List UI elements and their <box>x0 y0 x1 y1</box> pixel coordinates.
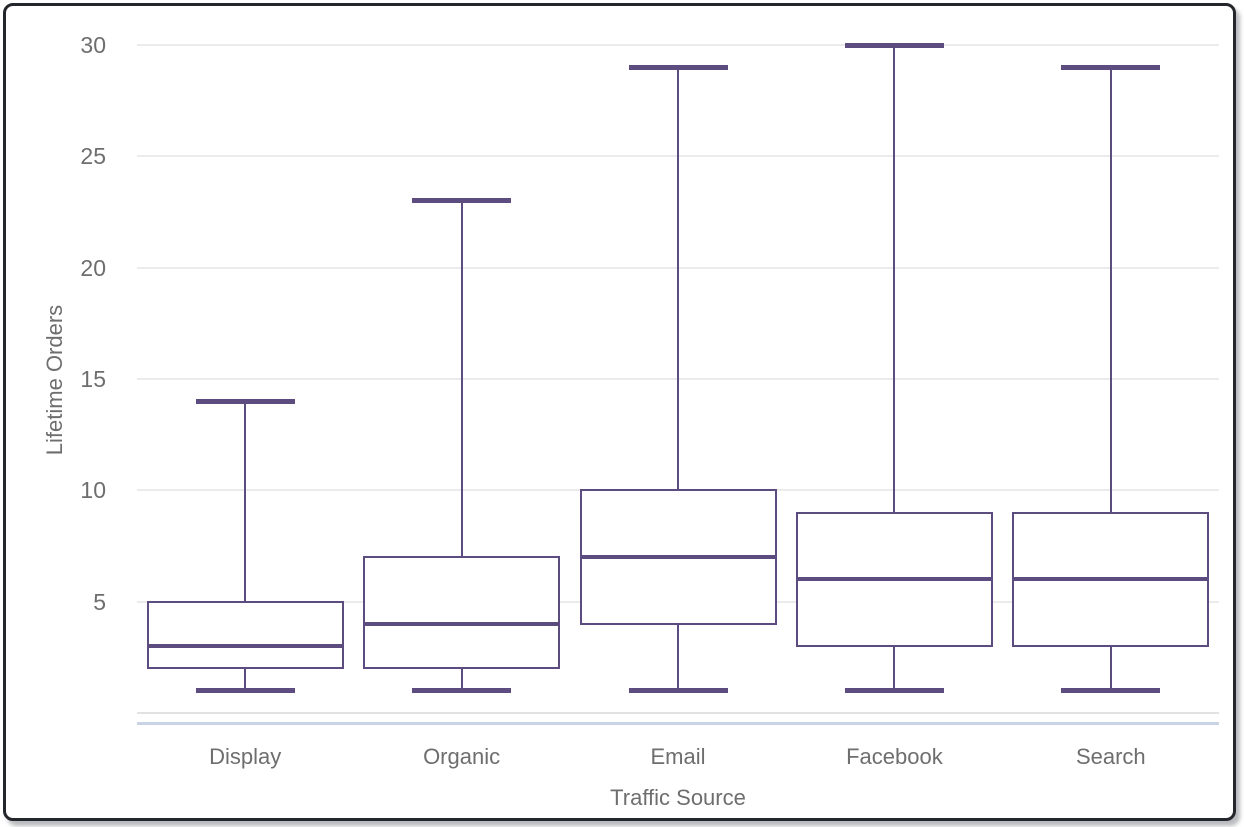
whisker-min-cap <box>412 688 512 694</box>
whisker-upper-line <box>244 401 247 604</box>
x-tick-label-search: Search <box>1075 744 1146 769</box>
whisker-lower-line <box>893 644 896 691</box>
median-line <box>795 577 993 582</box>
whisker-min-cap <box>844 688 944 694</box>
gridline-y-30 <box>137 44 1219 47</box>
y-axis-title: Lifetime Orders <box>42 304 67 456</box>
x-tick-label-email: Email <box>650 744 706 769</box>
whisker-lower-line <box>1109 644 1112 691</box>
x-axis-baseline <box>137 712 1219 714</box>
median-line <box>1012 577 1210 582</box>
whisker-upper-line <box>893 45 896 515</box>
boxplot-chart: 5 10 15 20 25 30 Display Organic Email Facebook S… <box>6 6 1233 818</box>
y-tick-label: 20 <box>80 254 106 281</box>
median-line <box>146 644 344 649</box>
y-tick-label: 25 <box>80 143 106 170</box>
whisker-min-cap <box>195 688 295 694</box>
whisker-upper-line <box>1109 67 1112 515</box>
whisker-max-cap <box>844 42 944 48</box>
whisker-max-cap <box>195 398 295 404</box>
whisker-lower-line <box>677 621 679 691</box>
whisker-min-cap <box>628 688 728 694</box>
whisker-max-cap <box>412 198 512 204</box>
whisker-lower-line <box>460 666 463 691</box>
x-tick-label-organic: Organic <box>423 744 501 769</box>
whisker-upper-line <box>677 67 679 493</box>
iqr-box <box>363 556 561 670</box>
x-tick-label-display: Display <box>209 744 282 769</box>
whisker-lower-line <box>244 666 247 691</box>
y-tick-label: 5 <box>93 588 106 615</box>
y-tick-label: 15 <box>80 366 106 392</box>
whisker-min-cap <box>1061 688 1161 694</box>
median-line <box>579 555 777 560</box>
chart-window: 5 10 15 20 25 30 Display Organic Email Facebook S… <box>3 3 1236 821</box>
y-tick-label: 10 <box>80 477 106 504</box>
whisker-max-cap <box>1061 64 1161 70</box>
x-tick-label-facebook: Facebook <box>846 744 943 769</box>
y-tick-label: 30 <box>80 32 106 59</box>
iqr-box <box>146 600 344 670</box>
whisker-max-cap <box>628 64 728 70</box>
x-axis-accent-line <box>137 722 1219 725</box>
whisker-upper-line <box>460 200 463 560</box>
median-line <box>363 621 561 626</box>
x-axis-title: Traffic Source <box>610 785 746 810</box>
